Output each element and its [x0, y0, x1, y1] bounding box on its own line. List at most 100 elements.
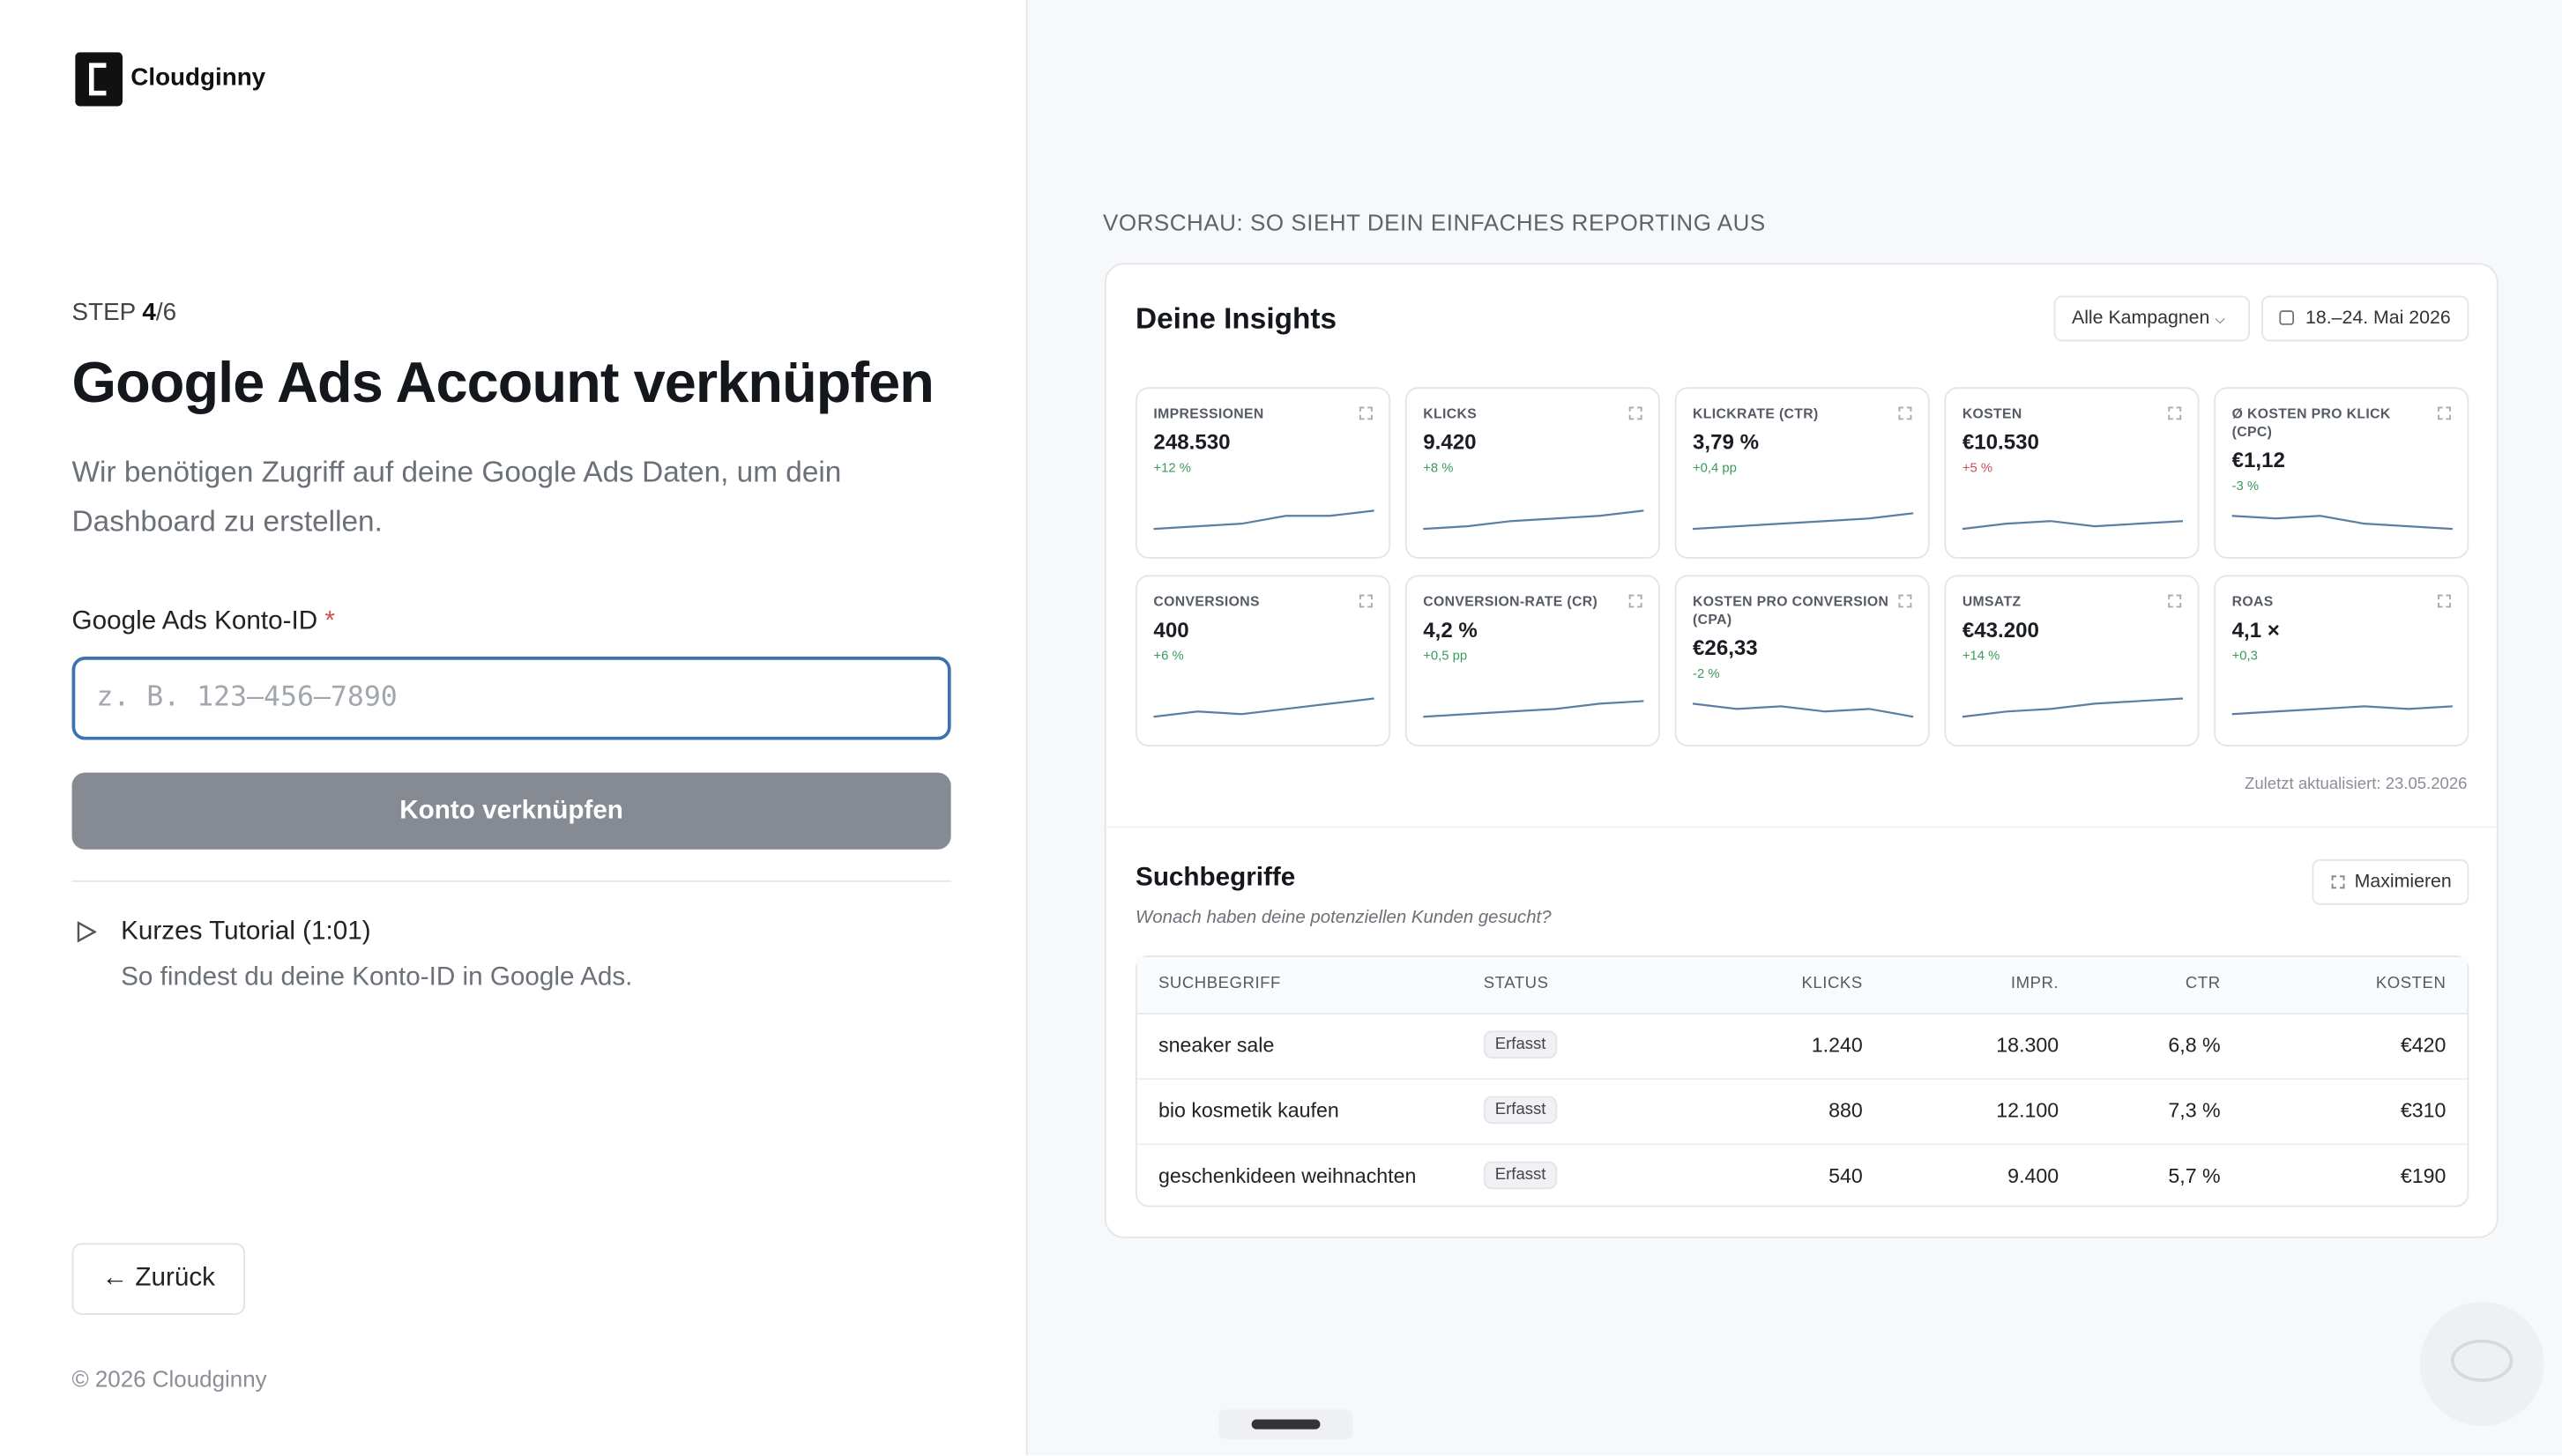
metric-change: +5 % — [1962, 460, 1993, 476]
play-icon[interactable] — [77, 921, 97, 943]
metric-change: +0,3 — [2231, 648, 2258, 664]
search-term: sneaker sale — [1158, 1034, 1275, 1058]
tutorial-title[interactable]: Kurzes Tutorial (1:01) — [121, 917, 371, 947]
search-term: geschenkideen weihnachten — [1158, 1164, 1417, 1188]
search-title: Suchbegriffe — [1136, 864, 1296, 892]
label-text: Google Ads Konto-ID — [71, 607, 318, 635]
column-header: KOSTEN — [2375, 975, 2447, 993]
metric-value: €26,33 — [1693, 635, 1758, 660]
sparkline — [1153, 505, 1375, 534]
cell: 540 — [1828, 1164, 1863, 1188]
sparkline — [1692, 505, 1915, 534]
metric-value: €10.530 — [1962, 429, 2039, 455]
cell: 7,3 % — [2168, 1099, 2221, 1123]
connect-button[interactable]: Konto verknüpfen — [71, 772, 951, 850]
account-id-input[interactable]: z. B. 123–456–7890 — [71, 657, 951, 740]
required-mark: * — [324, 607, 335, 635]
metric-label: ROAS — [2231, 592, 2274, 610]
metric-label: KLICKRATE (CTR) — [1693, 405, 1819, 422]
cell: 1.240 — [1811, 1034, 1863, 1058]
step-total: /6 — [155, 299, 177, 327]
sparkline — [1153, 693, 1375, 722]
expand-icon — [1898, 594, 1912, 608]
metric-label: KLICKS — [1423, 405, 1478, 422]
step-current: 4 — [142, 299, 156, 327]
divider — [71, 880, 951, 882]
cell: 5,7 % — [2168, 1164, 2221, 1188]
date-filter[interactable]: 18.–24. Mai 2026 — [2260, 295, 2469, 342]
metric-change: +6 % — [1153, 648, 1184, 664]
brand: Cloudginny — [130, 63, 266, 92]
expand-icon — [2438, 406, 2451, 420]
metric-value: 4,1 × — [2231, 617, 2280, 643]
sparkline — [1962, 693, 2185, 722]
expand-icon — [2168, 594, 2182, 608]
scroll-handle[interactable] — [1251, 1419, 1321, 1430]
updated: Zuletzt aktualisiert: 23.05.2026 — [2245, 776, 2468, 794]
metric-change: +8 % — [1423, 460, 1454, 476]
metric-card[interactable]: KLICKS 9.420 +8 % — [1404, 387, 1660, 559]
table-row: geschenkideen weihnachten Erfasst 540 9.400… — [1137, 1145, 2468, 1208]
preview-caption: VORSCHAU: SO SIEHT DEIN EINFACHES REPORT… — [1102, 209, 1766, 235]
metric-value: 400 — [1153, 617, 1189, 643]
metric-card[interactable]: KOSTEN PRO CONVERSION (CPA) €26,33 -2 % — [1674, 575, 1930, 747]
expand-icon — [1628, 594, 1642, 608]
metric-label: CONVERSION-RATE (CR) — [1423, 592, 1598, 610]
column-header: KLICKS — [1801, 975, 1863, 993]
metric-change: +14 % — [1962, 648, 2000, 664]
metric-card[interactable]: KLICKRATE (CTR) 3,79 % +0,4 pp — [1674, 387, 1930, 559]
step: STEP 4/6 — [72, 299, 176, 327]
metric-card[interactable]: CONVERSIONS 400 +6 % — [1136, 575, 1391, 747]
search-subtitle: Wonach haben deine potenziellen Kunden g… — [1136, 908, 1552, 928]
metric-value: €1,12 — [2231, 447, 2285, 472]
maximize-button[interactable]: Maximieren — [2312, 858, 2469, 905]
right-panel: VORSCHAU: SO SIEHT DEIN EINFACHES REPORT… — [1027, 0, 2562, 1456]
step-prefix: STEP — [71, 299, 136, 327]
metric-label: CONVERSIONS — [1153, 592, 1260, 610]
metric-change: -3 % — [2231, 479, 2260, 494]
metric-value: €43.200 — [1962, 617, 2039, 643]
cell: 18.300 — [1996, 1034, 2059, 1058]
filter-label: Alle Kampagnen — [2071, 308, 2210, 329]
metric-card[interactable]: UMSATZ €43.200 +14 % — [1944, 575, 2200, 747]
cell: 880 — [1828, 1099, 1863, 1123]
footer: © 2026 Cloudginny — [71, 1365, 267, 1393]
cell: 9.400 — [2007, 1164, 2059, 1188]
metric-card[interactable]: IMPRESSIONEN 248.530 +12 % — [1136, 387, 1391, 559]
metric-label: KOSTEN PRO CONVERSION (CPA) — [1693, 592, 1889, 628]
campaign-filter[interactable]: Alle Kampagnen ⌵ — [2053, 295, 2250, 342]
chat-button[interactable] — [2419, 1302, 2544, 1426]
date-label: 18.–24. Mai 2026 — [2305, 308, 2451, 329]
metric-change: +12 % — [1153, 460, 1191, 476]
sparkline — [2231, 505, 2454, 534]
placeholder: z. B. 123–456–7890 — [96, 680, 398, 714]
expand-icon — [1628, 406, 1642, 420]
status-pill: Erfasst — [1483, 1030, 1558, 1059]
description: Wir benötigen Zugriff auf deine Google A… — [71, 456, 842, 538]
section-divider — [1106, 826, 2497, 828]
metric-card[interactable]: KOSTEN €10.530 +5 % — [1944, 387, 2200, 559]
column-header: IMPR. — [2010, 975, 2059, 993]
expand-icon — [1359, 594, 1373, 608]
sparkline — [1692, 693, 1915, 722]
expand-icon — [2438, 594, 2451, 608]
table-header: SUCHBEGRIFF STATUS KLICKS IMPR. CTR KOSTEN — [1136, 957, 2468, 1014]
metric-change: -2 % — [1693, 666, 1720, 681]
insights-title: Deine Insights — [1136, 301, 1337, 335]
column-header: STATUS — [1483, 975, 1549, 993]
metric-label: IMPRESSIONEN — [1153, 405, 1264, 422]
field-label: Google Ads Konto-ID * — [72, 607, 335, 636]
metric-card[interactable]: ROAS 4,1 × +0,3 — [2214, 575, 2469, 747]
cell: €310 — [2400, 1099, 2447, 1123]
metric-change: +0,5 pp — [1423, 648, 1468, 664]
maximize-label: Maximieren — [2354, 872, 2452, 892]
logo-icon — [75, 52, 123, 107]
metric-value: 9.420 — [1423, 429, 1477, 455]
cell: 12.100 — [1996, 1099, 2059, 1123]
metric-card[interactable]: CONVERSION-RATE (CR) 4,2 % +0,5 pp — [1404, 575, 1660, 747]
status-pill: Erfasst — [1483, 1096, 1558, 1125]
expand-icon — [2168, 406, 2182, 420]
sparkline — [2231, 693, 2454, 722]
back-button[interactable]: ← Zurück — [71, 1243, 245, 1315]
metric-card[interactable]: Ø KOSTEN PRO KLICK (CPC) €1,12 -3 % — [2214, 387, 2469, 559]
